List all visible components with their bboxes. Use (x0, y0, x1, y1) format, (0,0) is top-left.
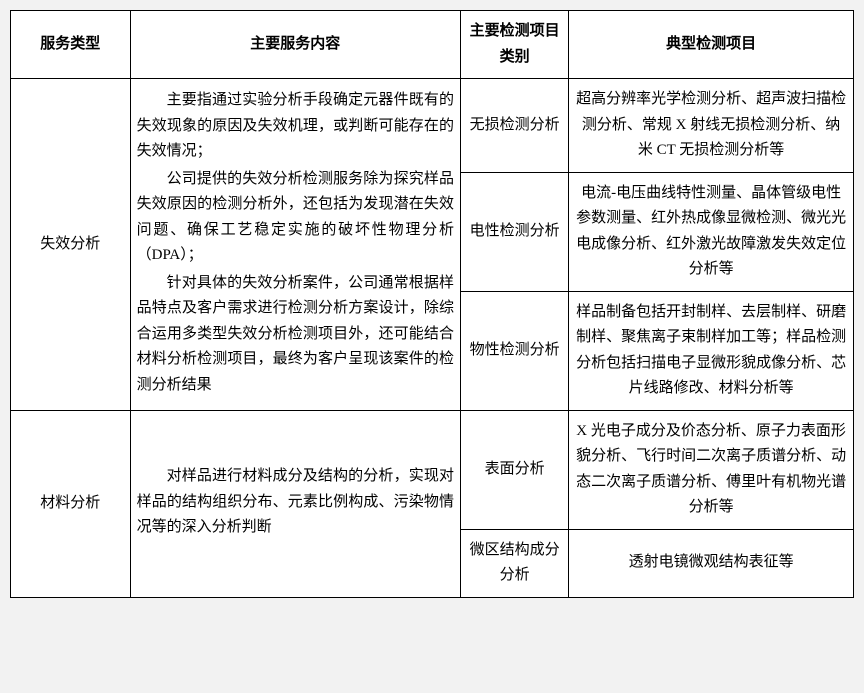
content-paragraph: 针对具体的失效分析案件，公司通常根据样品特点及客户需求进行检测分析方案设计，除综… (137, 271, 454, 399)
cell-items: X 光电子成分及价态分析、原子力表面形貌分析、飞行时间二次离子质谱分析、动态二次… (569, 410, 854, 529)
cell-items: 样品制备包括开封制样、去层制样、研磨制样、聚焦离子束制样加工等；样品检测分析包括… (569, 291, 854, 410)
cell-category: 无损检测分析 (460, 79, 568, 173)
cell-service-content: 主要指通过实验分析手段确定元器件既有的失效现象的原因及失效机理，或判断可能存在的… (130, 79, 460, 411)
header-test-category: 主要检测项目类别 (460, 11, 568, 79)
content-paragraph: 对样品进行材料成分及结构的分析，实现对样品的结构组织分布、元素比例构成、污染物情… (137, 464, 454, 541)
table-row: 失效分析 主要指通过实验分析手段确定元器件既有的失效现象的原因及失效机理，或判断… (11, 79, 854, 173)
cell-service-type: 失效分析 (11, 79, 131, 411)
header-service-type: 服务类型 (11, 11, 131, 79)
cell-service-content: 对样品进行材料成分及结构的分析，实现对样品的结构组织分布、元素比例构成、污染物情… (130, 410, 460, 597)
cell-category: 电性检测分析 (460, 172, 568, 291)
table-header-row: 服务类型 主要服务内容 主要检测项目类别 典型检测项目 (11, 11, 854, 79)
cell-category: 物性检测分析 (460, 291, 568, 410)
cell-items: 电流-电压曲线特性测量、晶体管级电性参数测量、红外热成像显微检测、微光光电成像分… (569, 172, 854, 291)
header-typical-items: 典型检测项目 (569, 11, 854, 79)
header-service-content: 主要服务内容 (130, 11, 460, 79)
services-table: 服务类型 主要服务内容 主要检测项目类别 典型检测项目 失效分析 主要指通过实验… (10, 10, 854, 598)
table-row: 材料分析 对样品进行材料成分及结构的分析，实现对样品的结构组织分布、元素比例构成… (11, 410, 854, 529)
cell-category: 微区结构成分分析 (460, 529, 568, 597)
content-paragraph: 主要指通过实验分析手段确定元器件既有的失效现象的原因及失效机理，或判断可能存在的… (137, 88, 454, 165)
content-paragraph: 公司提供的失效分析检测服务除为探究样品失效原因的检测分析外，还包括为发现潜在失效… (137, 167, 454, 269)
cell-category: 表面分析 (460, 410, 568, 529)
cell-service-type: 材料分析 (11, 410, 131, 597)
cell-items: 超高分辨率光学检测分析、超声波扫描检测分析、常规 X 射线无损检测分析、纳米 C… (569, 79, 854, 173)
cell-items: 透射电镜微观结构表征等 (569, 529, 854, 597)
